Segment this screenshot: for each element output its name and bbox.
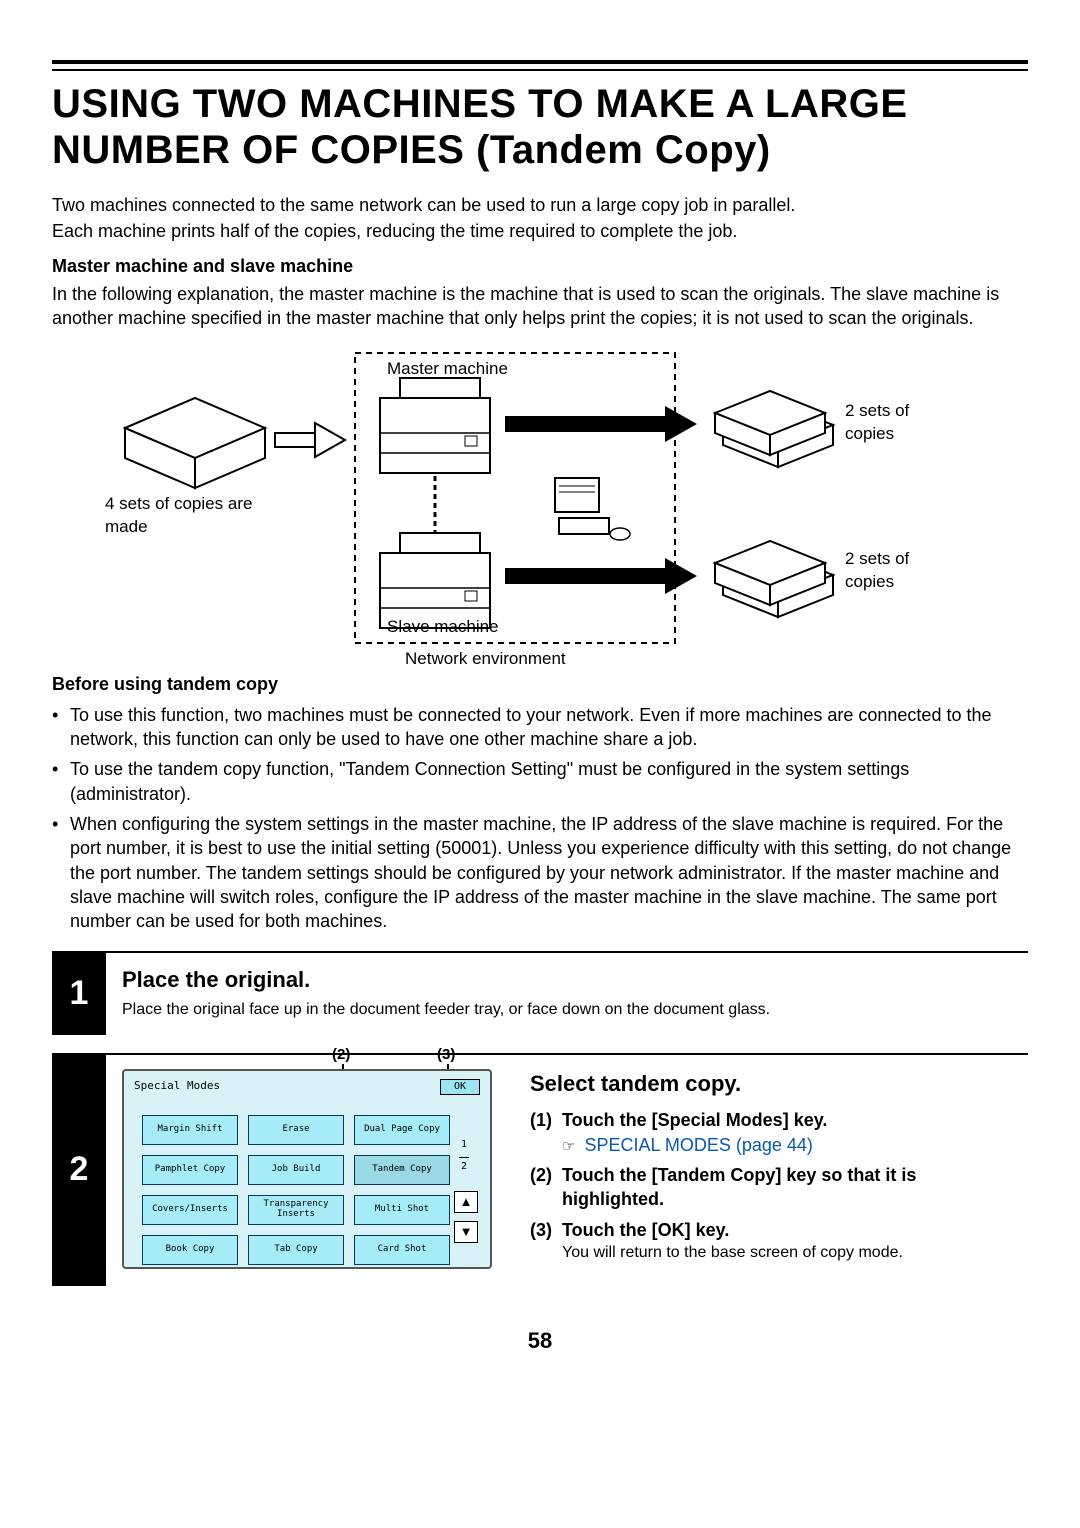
ol-3-num: (3) (530, 1218, 562, 1264)
before-bullets: •To use this function, two machines must… (52, 703, 1028, 934)
ol-1-num: (1) (530, 1108, 562, 1157)
step-2-title: Select tandem copy. (530, 1069, 1022, 1099)
btn-book-copy[interactable]: Book Copy (142, 1235, 238, 1265)
intro-para-1: Two machines connected to the same netwo… (52, 193, 1028, 217)
btn-covers-inserts[interactable]: Covers/Inserts (142, 1195, 238, 1225)
panel-page-indicator: 12 (450, 1139, 478, 1172)
tandem-diagram: 4 sets of copies are made Master machine… (105, 348, 975, 658)
ol-1-heading: Touch the [Special Modes] key. (562, 1108, 827, 1132)
bullet-1: To use this function, two machines must … (70, 703, 1028, 752)
special-modes-link-suffix: (page 44) (731, 1135, 813, 1155)
ol-3-heading: Touch the [OK] key. (562, 1218, 903, 1242)
step-2-row: 2 (2) (3) Special Modes OK Margin Shift … (52, 1053, 1028, 1286)
btn-transparency-inserts[interactable]: Transparency Inserts (248, 1195, 344, 1225)
step-1-number: 1 (52, 953, 106, 1034)
btn-job-build[interactable]: Job Build (248, 1155, 344, 1185)
step-1-title: Place the original. (122, 965, 1022, 995)
special-modes-panel: Special Modes OK Margin Shift Erase Dual… (122, 1069, 492, 1269)
btn-dual-page-copy[interactable]: Dual Page Copy (354, 1115, 450, 1145)
step-2-number: 2 (52, 1055, 106, 1286)
panel-scroll-up[interactable]: ▲ (454, 1191, 478, 1213)
callout-3: (3) (437, 1045, 455, 1065)
btn-tab-copy[interactable]: Tab Copy (248, 1235, 344, 1265)
diagram-master-label: Master machine (387, 358, 508, 381)
page-number: 58 (52, 1326, 1028, 1356)
diagram-slave-label: Slave machine (387, 616, 499, 639)
before-heading: Before using tandem copy (52, 672, 1028, 696)
btn-erase[interactable]: Erase (248, 1115, 344, 1145)
special-modes-link[interactable]: SPECIAL MODES (584, 1135, 730, 1155)
master-slave-heading: Master machine and slave machine (52, 254, 1028, 278)
btn-pamphlet-copy[interactable]: Pamphlet Copy (142, 1155, 238, 1185)
btn-multi-shot[interactable]: Multi Shot (354, 1195, 450, 1225)
step-1-row: 1 Place the original. Place the original… (52, 951, 1028, 1034)
step-1-text: Place the original face up in the docume… (122, 999, 1022, 1021)
top-double-rule (52, 60, 1028, 71)
panel-scroll-down[interactable]: ▼ (454, 1221, 478, 1243)
bullet-3: When configuring the system settings in … (70, 812, 1028, 933)
master-slave-text: In the following explanation, the master… (52, 282, 1028, 331)
intro-para-2: Each machine prints half of the copies, … (52, 219, 1028, 243)
bullet-dot: • (52, 812, 70, 933)
diagram-input-label: 4 sets of copies are made (105, 493, 295, 539)
panel-ok-button[interactable]: OK (440, 1079, 480, 1095)
diagram-output-bottom: 2 sets of copies (845, 548, 955, 594)
ol-2-heading: Touch the [Tandem Copy] key so that it i… (562, 1163, 1022, 1212)
special-modes-panel-wrap: (2) (3) Special Modes OK Margin Shift Er… (122, 1069, 502, 1270)
ol-3-sub: You will return to the base screen of co… (562, 1242, 903, 1264)
bullet-dot: • (52, 703, 70, 752)
diagram-output-top: 2 sets of copies (845, 400, 955, 446)
page-title: USING TWO MACHINES TO MAKE A LARGE NUMBE… (52, 81, 1028, 173)
bullet-2: To use the tandem copy function, "Tandem… (70, 757, 1028, 806)
btn-tandem-copy[interactable]: Tandem Copy (354, 1155, 450, 1185)
ol-2-num: (2) (530, 1163, 562, 1212)
callout-2: (2) (332, 1045, 350, 1065)
bullet-dot: • (52, 757, 70, 806)
diagram-network-label: Network environment (405, 648, 566, 671)
pointer-icon: ☞ (562, 1138, 575, 1155)
btn-card-shot[interactable]: Card Shot (354, 1235, 450, 1265)
panel-header-label: Special Modes (134, 1079, 220, 1094)
btn-margin-shift[interactable]: Margin Shift (142, 1115, 238, 1145)
